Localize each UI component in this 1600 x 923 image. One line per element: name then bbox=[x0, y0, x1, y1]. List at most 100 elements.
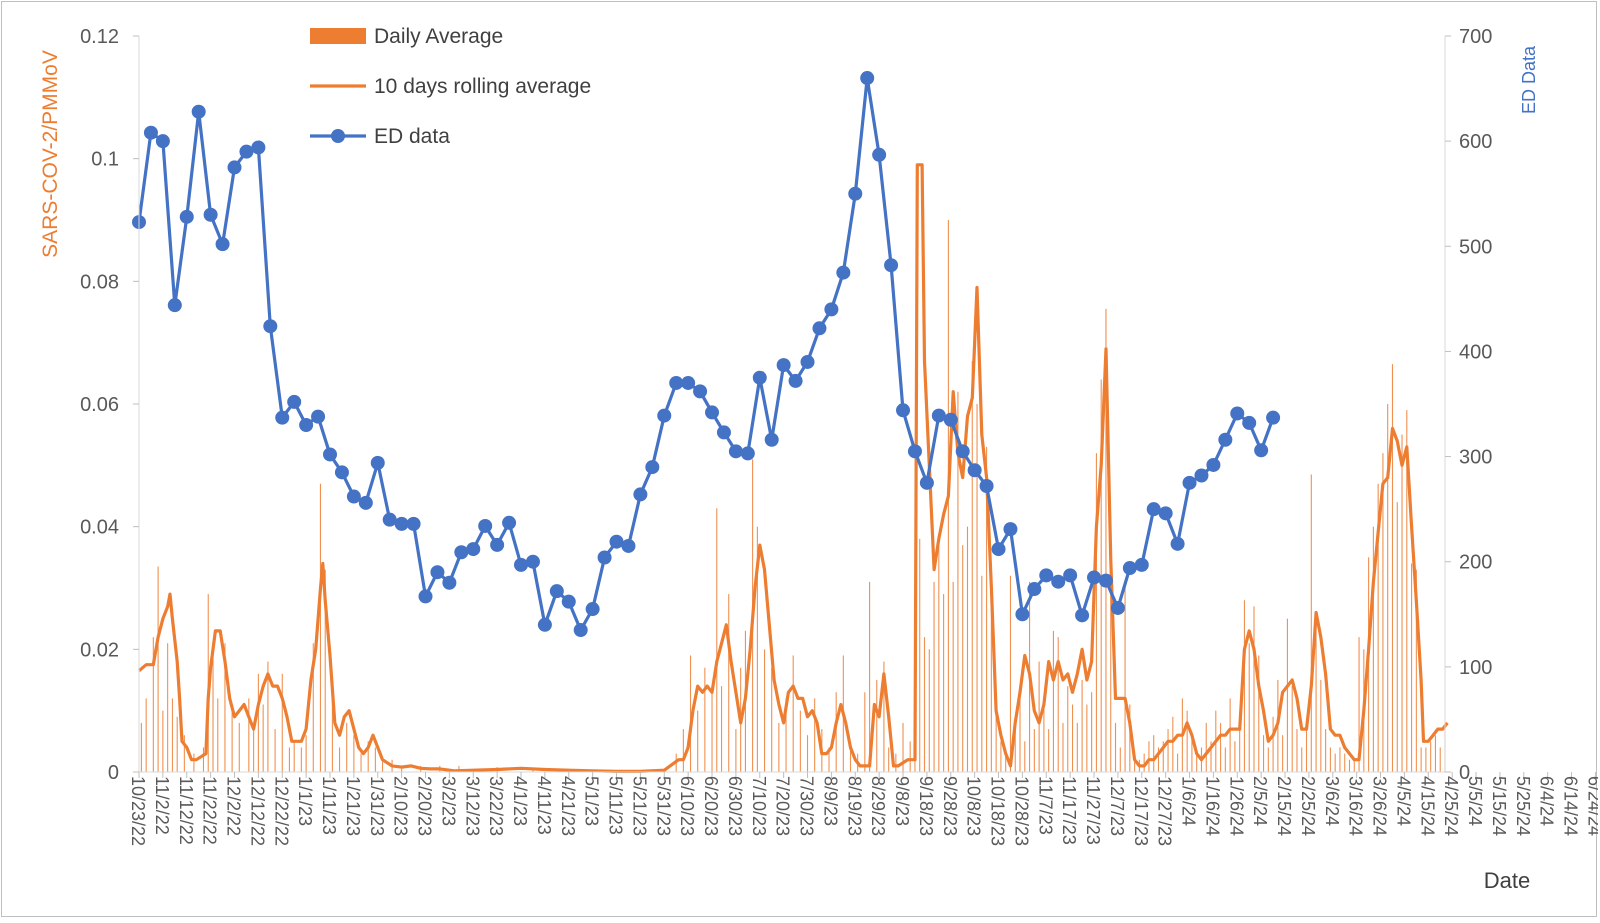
y-axis-right-label: ED Data bbox=[1519, 45, 1539, 114]
x-tick-label: 4/15/24 bbox=[1417, 776, 1437, 836]
ed-data-point bbox=[609, 534, 624, 549]
x-tick-label: 3/22/23 bbox=[486, 776, 506, 836]
ed-data-point bbox=[991, 542, 1006, 557]
x-tick-label: 12/2/22 bbox=[224, 776, 244, 836]
ed-data-point bbox=[800, 354, 815, 369]
ed-data-point bbox=[896, 403, 911, 418]
ed-data-point bbox=[561, 594, 576, 609]
x-tick-label: 11/22/22 bbox=[200, 776, 220, 845]
ed-data-point bbox=[824, 302, 839, 317]
ed-data-point bbox=[633, 487, 648, 502]
x-tick-label: 2/25/24 bbox=[1298, 776, 1318, 836]
y-right-tick-label: 600 bbox=[1459, 131, 1492, 153]
ed-data-point bbox=[454, 545, 469, 560]
ed-data-point bbox=[525, 554, 540, 569]
x-tick-label: 10/18/23 bbox=[988, 776, 1008, 846]
ed-data-point bbox=[705, 405, 720, 420]
ed-data-point bbox=[1242, 415, 1257, 430]
x-tick-label: 1/21/23 bbox=[343, 776, 363, 836]
x-tick-label: 11/7/23 bbox=[1035, 776, 1055, 835]
x-tick-label: 2/5/24 bbox=[1250, 776, 1270, 826]
axes: 0 0.02 0.04 0.06 0.08 0.1 0.12 0 100 200 300 400 500… bbox=[80, 26, 1600, 846]
y-left-tick-label: 0.1 bbox=[91, 149, 119, 171]
x-tick-label: 2/20/23 bbox=[415, 776, 435, 836]
y-left-tick-label: 0.02 bbox=[80, 639, 119, 661]
ed-data-point bbox=[323, 447, 338, 462]
x-tick-label: 9/8/23 bbox=[892, 776, 912, 826]
x-tick-label: 12/7/23 bbox=[1107, 776, 1127, 836]
y-right-tick-label: 0 bbox=[1459, 762, 1470, 784]
ed-data-point bbox=[884, 258, 899, 273]
ed-data-point bbox=[1182, 475, 1197, 490]
ed-data-point bbox=[1027, 582, 1042, 597]
x-tick-label: 7/20/23 bbox=[773, 776, 793, 836]
y-axis-left-label: SARS-COV-2/PMMoV bbox=[39, 50, 62, 258]
ed-data-point bbox=[1266, 410, 1281, 425]
x-tick-label: 5/5/24 bbox=[1465, 776, 1485, 826]
ed-data-point bbox=[585, 602, 600, 617]
ed-data-point bbox=[907, 444, 922, 459]
ed-data-point bbox=[967, 463, 982, 478]
ed-data-point bbox=[1039, 568, 1054, 583]
x-tick-label: 10/28/23 bbox=[1011, 776, 1031, 846]
ed-data-point bbox=[681, 375, 696, 390]
x-tick-label: 3/6/24 bbox=[1322, 776, 1342, 826]
x-tick-label: 5/1/23 bbox=[582, 776, 602, 826]
x-tick-label: 1/11/23 bbox=[319, 776, 339, 835]
ed-data-point bbox=[728, 444, 743, 459]
ed-data-point bbox=[621, 538, 636, 553]
x-tick-label: 6/4/24 bbox=[1537, 776, 1557, 826]
ed-data-point bbox=[155, 134, 170, 149]
y-left-tick-label: 0.06 bbox=[80, 394, 119, 416]
ed-data-point bbox=[191, 104, 206, 119]
x-tick-label: 9/28/23 bbox=[940, 776, 960, 836]
ed-data-point bbox=[1003, 522, 1018, 537]
x-tick-label: 6/20/23 bbox=[701, 776, 721, 836]
ed-data-point bbox=[812, 321, 827, 336]
x-tick-label: 5/15/24 bbox=[1489, 776, 1509, 836]
ed-data-point bbox=[1194, 468, 1209, 483]
x-tick-label: 1/16/24 bbox=[1202, 776, 1222, 836]
x-tick-label: 11/2/22 bbox=[152, 776, 172, 835]
x-tick-label: 3/26/24 bbox=[1370, 776, 1390, 836]
ed-data-point bbox=[919, 475, 934, 490]
ed-data-point bbox=[657, 408, 672, 423]
ed-data-point bbox=[251, 140, 266, 155]
x-tick-label: 3/16/24 bbox=[1346, 776, 1366, 836]
ed-data-point bbox=[215, 237, 230, 252]
ed-data-point bbox=[1110, 600, 1125, 615]
x-tick-label: 1/6/24 bbox=[1179, 776, 1199, 826]
ed-data-point bbox=[1098, 573, 1113, 588]
x-tick-label: 11/17/23 bbox=[1059, 776, 1079, 845]
legend-swatch-marker bbox=[331, 129, 345, 143]
ed-data-point bbox=[1134, 557, 1149, 572]
y-left-tick-label: 0.08 bbox=[80, 271, 119, 293]
x-tick-label: 11/27/23 bbox=[1083, 776, 1103, 845]
legend-label: 10 days rolling average bbox=[374, 75, 591, 98]
x-tick-label: 11/12/22 bbox=[176, 776, 196, 845]
x-tick-label: 12/17/23 bbox=[1131, 776, 1151, 846]
ed-data-point bbox=[478, 518, 493, 533]
x-tick-label: 9/18/23 bbox=[916, 776, 936, 836]
ed-data-point bbox=[1170, 536, 1185, 551]
x-tick-label: 6/24/24 bbox=[1584, 776, 1598, 836]
ed-data-point bbox=[334, 465, 349, 480]
x-tick-label: 6/30/23 bbox=[725, 776, 745, 836]
ed-data-point bbox=[406, 516, 421, 531]
legend-label: Daily Average bbox=[374, 25, 503, 48]
ed-data-point bbox=[1015, 607, 1030, 622]
y-right-tick-label: 300 bbox=[1459, 447, 1492, 469]
ed-data-point bbox=[1063, 568, 1078, 583]
ed-data-point bbox=[370, 455, 385, 470]
ed-data-series bbox=[132, 71, 1281, 638]
x-axis-label: Date bbox=[1484, 868, 1530, 893]
x-tick-label: 4/11/23 bbox=[534, 776, 554, 835]
x-tick-label: 3/2/23 bbox=[438, 776, 458, 826]
ed-data-point bbox=[872, 147, 887, 162]
x-tick-label: 10/23/22 bbox=[128, 776, 148, 846]
x-tick-label: 12/12/22 bbox=[247, 776, 267, 846]
x-tick-label: 5/21/23 bbox=[629, 776, 649, 836]
ed-data-point bbox=[836, 265, 851, 280]
ed-data-point bbox=[167, 298, 182, 313]
